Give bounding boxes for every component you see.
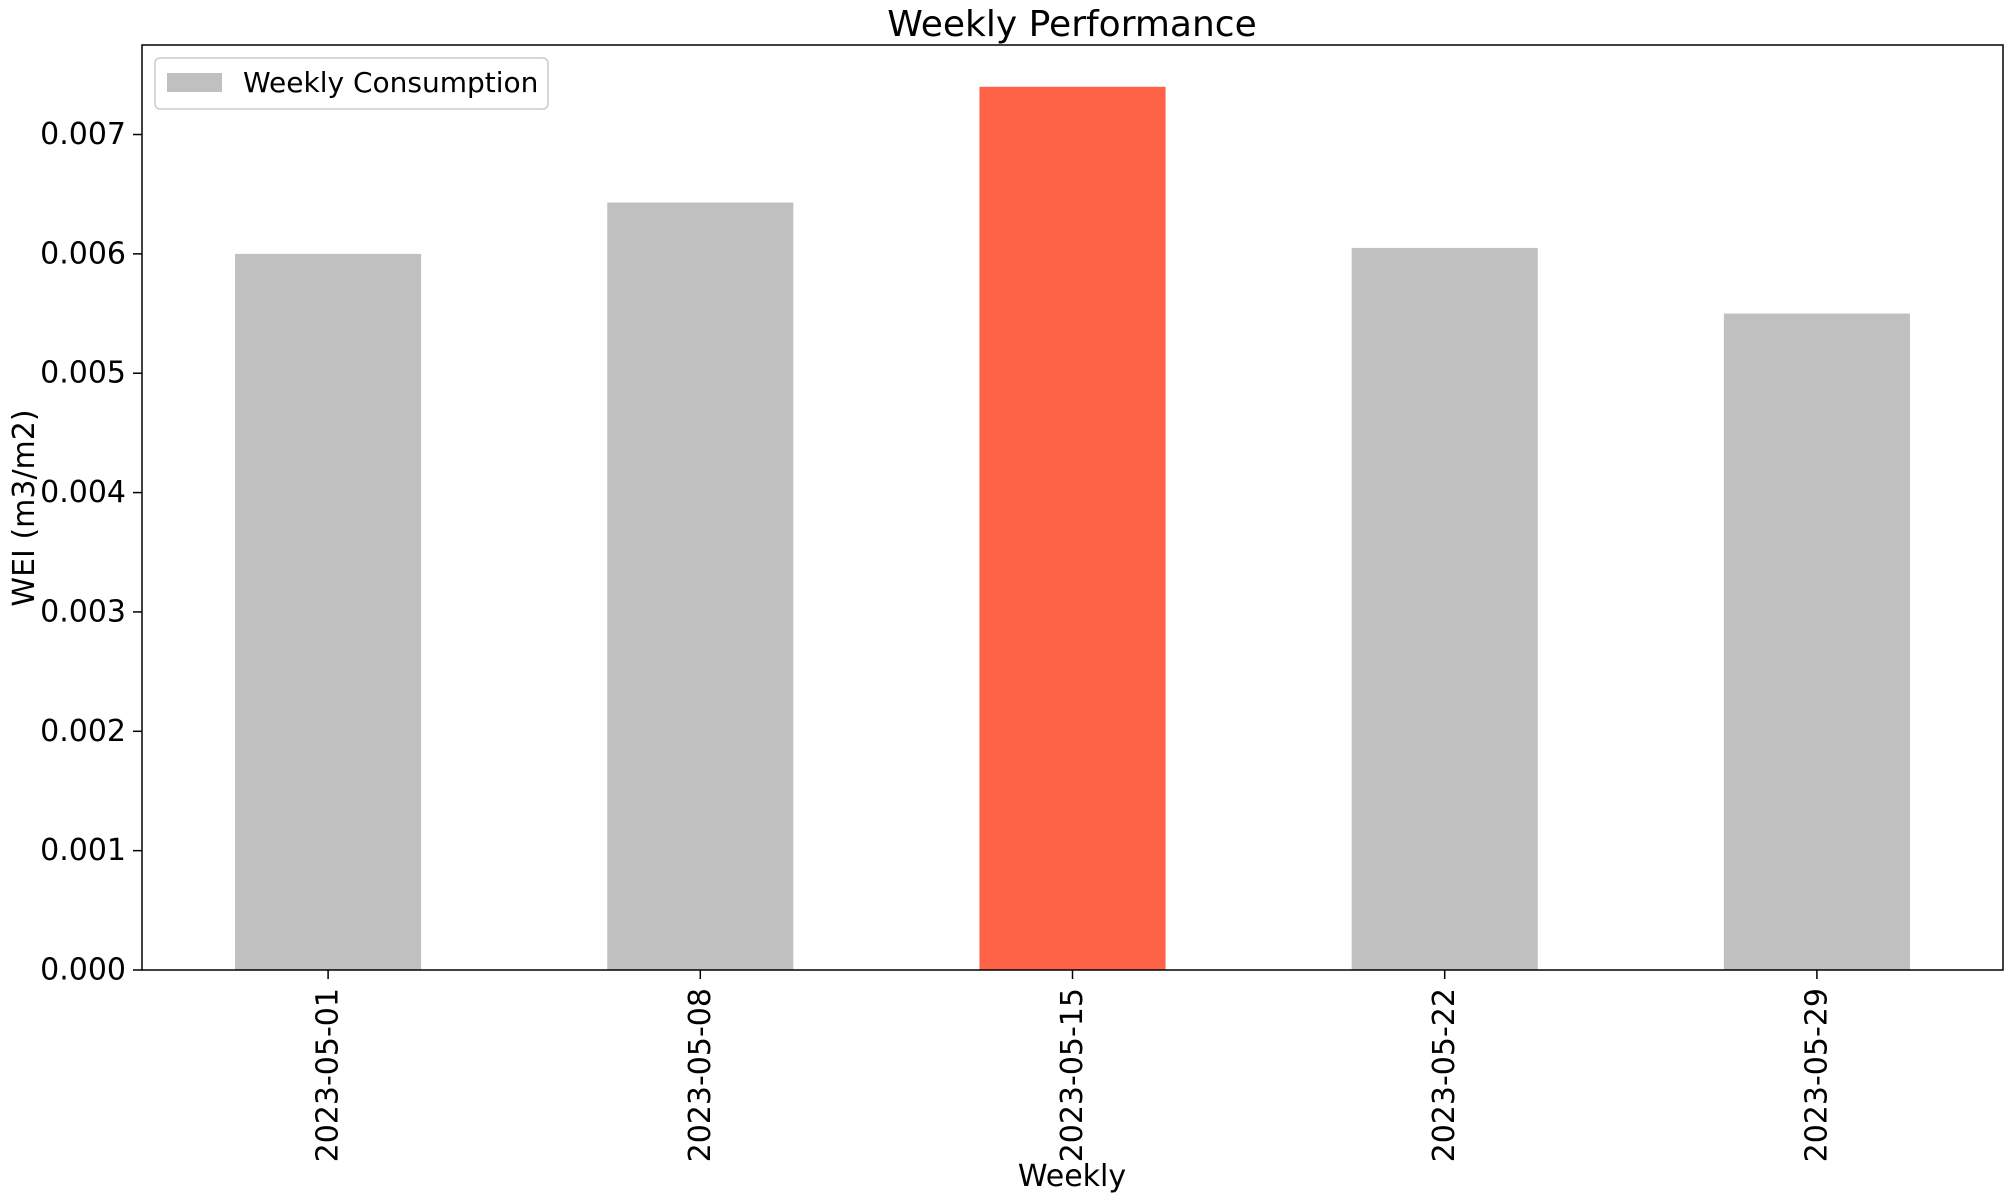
- y-tick-label: 0.007: [40, 117, 126, 152]
- x-tick-label: 2023-05-29: [1799, 988, 1834, 1162]
- x-tick-label: 2023-05-01: [311, 988, 346, 1162]
- y-tick-label: 0.000: [40, 953, 126, 988]
- chart-title: Weekly Performance: [887, 4, 1257, 45]
- y-tick-label: 0.005: [40, 356, 126, 391]
- bar-2023-05-29: [1723, 313, 1910, 970]
- bar-2023-05-22: [1351, 247, 1538, 971]
- x-tick-label: 2023-05-08: [683, 988, 718, 1162]
- y-tick-label: 0.004: [40, 475, 126, 510]
- legend-label: Weekly Consumption: [243, 66, 538, 99]
- bar-2023-05-08: [607, 202, 794, 970]
- plot-frame: [141, 44, 2004, 971]
- legend-box: [154, 57, 549, 110]
- x-tick-label: 2023-05-15: [1055, 988, 1090, 1162]
- bars-group: [235, 86, 1910, 971]
- legend-swatch: [167, 73, 222, 92]
- y-tick-label: 0.003: [40, 594, 126, 629]
- y-axis-label: WEI (m3/m2): [7, 409, 42, 606]
- y-tick-label: 0.006: [40, 236, 126, 271]
- x-tick-label: 2023-05-22: [1427, 988, 1462, 1162]
- x-axis: 2023-05-01 2023-05-08 2023-05-15 2023-05-22…: [311, 970, 1834, 1162]
- y-tick-label: 0.001: [40, 833, 126, 868]
- y-axis: 0.000 0.001 0.002 0.003 0.004 0.005 0.006 0.007: [40, 117, 142, 988]
- bar-2023-05-01: [235, 253, 422, 970]
- y-tick-label: 0.002: [40, 714, 126, 749]
- x-axis-label: Weekly: [1018, 1159, 1126, 1194]
- bar-2023-05-15: [979, 86, 1166, 971]
- legend[interactable]: Weekly Consumption: [154, 57, 549, 110]
